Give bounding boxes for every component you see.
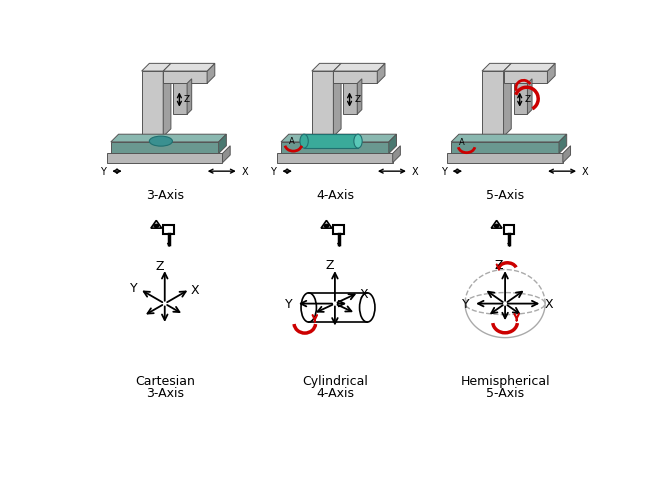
Text: 5-Axis: 5-Axis [486,387,524,400]
Text: 5-Axis: 5-Axis [486,188,524,201]
Text: Cylindrical: Cylindrical [302,374,368,387]
Polygon shape [107,154,222,164]
Text: Z: Z [184,95,190,104]
Polygon shape [334,64,341,137]
Polygon shape [163,72,207,84]
Polygon shape [513,84,528,115]
Polygon shape [321,221,332,228]
Text: X: X [412,167,418,177]
Text: A: A [289,136,295,145]
Polygon shape [492,221,502,228]
Text: Y: Y [130,282,138,294]
Polygon shape [163,64,171,137]
Text: Y: Y [270,167,276,177]
Text: Y: Y [285,298,293,310]
Text: 3-Axis: 3-Axis [145,188,184,201]
Polygon shape [277,154,393,164]
Polygon shape [528,79,532,115]
Polygon shape [111,143,218,154]
Polygon shape [547,64,555,84]
Polygon shape [343,84,357,115]
Text: X: X [545,298,553,310]
Ellipse shape [154,225,159,228]
Polygon shape [447,154,563,164]
Text: Y: Y [100,167,106,177]
Polygon shape [482,72,503,137]
Text: Z: Z [354,95,361,104]
Polygon shape [163,64,215,72]
Polygon shape [141,72,163,137]
Ellipse shape [149,137,172,147]
Text: X: X [191,283,199,296]
Text: 3-Axis: 3-Axis [145,387,184,400]
Polygon shape [312,72,334,137]
Ellipse shape [494,225,499,228]
Ellipse shape [354,135,362,149]
Text: 4-Axis: 4-Axis [316,387,354,400]
Polygon shape [207,64,215,84]
Polygon shape [451,135,567,143]
Polygon shape [503,64,555,72]
Polygon shape [389,135,397,154]
Polygon shape [393,147,400,164]
Text: X: X [360,288,368,301]
Polygon shape [482,64,511,72]
Polygon shape [173,84,187,115]
Text: Z: Z [495,258,503,271]
Polygon shape [451,143,559,154]
Polygon shape [187,79,191,115]
Polygon shape [304,135,358,149]
Polygon shape [222,147,230,164]
Polygon shape [503,72,547,84]
Polygon shape [281,143,389,154]
Polygon shape [151,221,162,228]
Ellipse shape [300,135,308,149]
Polygon shape [357,79,362,115]
Text: Z: Z [524,95,530,104]
Text: Y: Y [463,298,470,310]
FancyBboxPatch shape [503,226,515,235]
Text: Cartesian: Cartesian [135,374,195,387]
Polygon shape [334,64,385,72]
Polygon shape [563,147,570,164]
Polygon shape [111,135,226,143]
Polygon shape [559,135,567,154]
Polygon shape [281,135,397,143]
Text: 4-Axis: 4-Axis [316,188,354,201]
Text: Z: Z [325,258,334,271]
Polygon shape [334,72,377,84]
Text: Y: Y [441,167,446,177]
Text: X: X [241,167,248,177]
Text: X: X [582,167,588,177]
FancyBboxPatch shape [163,226,174,235]
FancyBboxPatch shape [334,226,344,235]
Text: Hemispherical: Hemispherical [461,374,550,387]
Polygon shape [141,64,171,72]
Polygon shape [377,64,385,84]
Polygon shape [312,64,341,72]
Polygon shape [218,135,226,154]
Ellipse shape [324,225,329,228]
Text: A: A [459,138,465,147]
Polygon shape [503,64,511,137]
Text: Z: Z [155,259,164,272]
